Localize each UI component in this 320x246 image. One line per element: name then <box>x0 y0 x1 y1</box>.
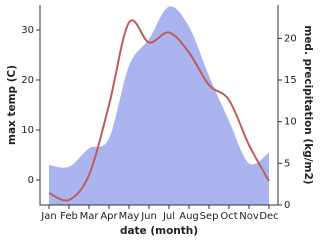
x-tick-label: Jul <box>162 211 175 222</box>
x-tick-label: Feb <box>60 211 78 222</box>
y2-axis-label: med. precipitation (kg/m2) <box>302 25 314 184</box>
x-tick-label: Jan <box>40 211 56 222</box>
x-tick-label: Oct <box>220 211 237 222</box>
x-tick-label: Mar <box>80 211 100 222</box>
y2-tick-label: 15 <box>284 75 297 86</box>
x-tick-label: Sep <box>200 211 219 222</box>
y2-tick-label: 0 <box>284 200 290 211</box>
y-tick-label: 10 <box>21 125 34 136</box>
y2-tick-label: 5 <box>284 158 290 169</box>
y-tick-label: 20 <box>21 75 34 86</box>
x-tick-label: Dec <box>259 211 278 222</box>
x-tick-label: Nov <box>239 211 259 222</box>
y-tick-label: 30 <box>21 25 34 36</box>
y-axis-label: max temp (C) <box>6 65 18 145</box>
x-tick-label: May <box>119 211 140 222</box>
x-tick-label: Apr <box>100 211 118 222</box>
y-tick-label: 0 <box>28 175 34 186</box>
precipitation-area <box>49 6 269 206</box>
x-tick-label: Jun <box>140 211 157 222</box>
axis-frame <box>39 5 279 206</box>
y2-tick-label: 20 <box>284 33 297 44</box>
temp-line <box>48 19 270 202</box>
y2-tick-label: 10 <box>284 117 297 128</box>
chart: date (month) max temp (C) med. precipita… <box>6 5 314 237</box>
x-axis-label: date (month) <box>120 225 198 237</box>
x-tick-label: Aug <box>179 211 199 222</box>
